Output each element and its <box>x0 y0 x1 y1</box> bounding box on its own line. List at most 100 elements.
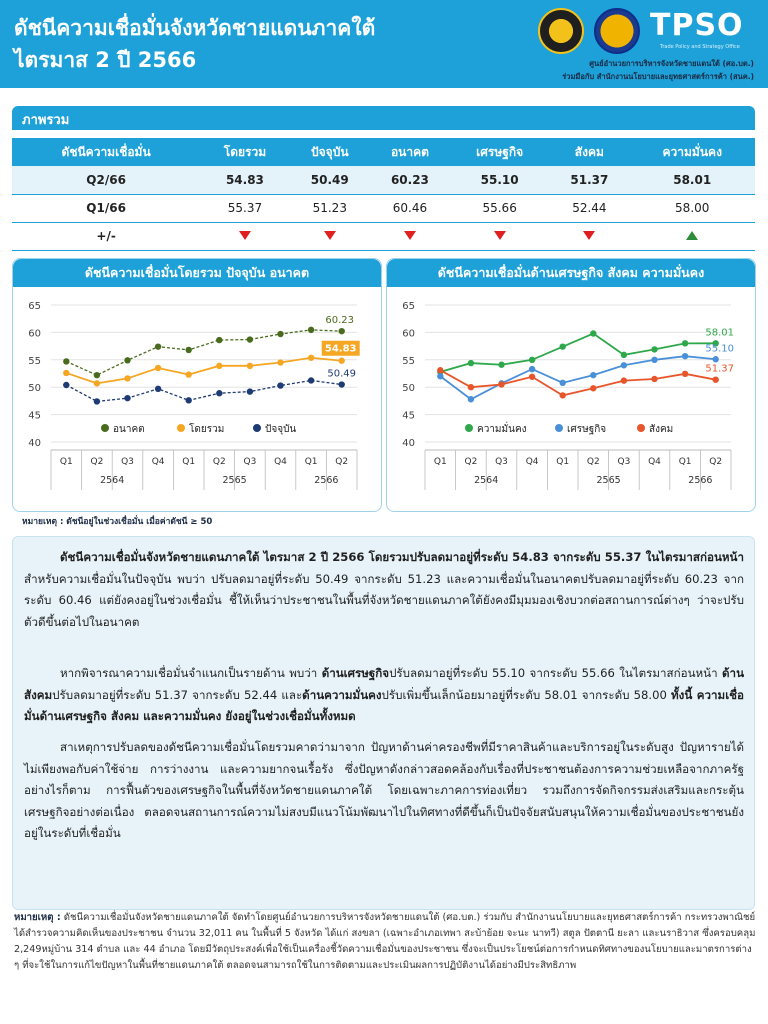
col-header: เศรษฐกิจ <box>450 138 550 166</box>
y-tick-label: 45 <box>402 411 415 422</box>
paragraph-text: ปรับลดมาอยู่ที่ระดับ 51.37 จากระดับ 52.4… <box>52 687 303 702</box>
table-cell: 60.46 <box>369 194 451 223</box>
end-data-label: 60.23 <box>325 315 354 326</box>
y-tick-label: 40 <box>402 438 415 449</box>
triangle-up-icon <box>686 231 699 240</box>
data-point <box>338 381 345 388</box>
paragraph-text: ปรับลดมาอยู่ที่ระดับ 55.10 จากระดับ 55.6… <box>389 666 723 680</box>
data-point <box>467 396 475 403</box>
data-point <box>124 357 131 364</box>
data-point <box>93 398 101 405</box>
data-point <box>154 343 162 350</box>
x-tick-label: Q1 <box>434 457 447 467</box>
col-header: ดัชนีความเชื่อมั่น <box>12 138 201 166</box>
table-cell: 50.49 <box>289 166 370 195</box>
change-cell <box>200 222 290 251</box>
x-tick-label: Q1 <box>679 457 692 467</box>
y-tick-label: 65 <box>28 301 41 312</box>
data-point <box>93 371 101 379</box>
x-tick-label: Q3 <box>617 457 630 467</box>
ministry-seal-logo <box>594 8 640 54</box>
data-point <box>63 381 70 389</box>
data-point <box>246 336 254 343</box>
triangle-down-icon <box>583 231 596 240</box>
x-tick-label: Q1 <box>305 457 318 467</box>
credit-line-2: ร่วมมือกับ สำนักงานนโยบายและยุทธศาสตร์กา… <box>562 72 754 81</box>
paragraph-emphasis: ด้านความมั่นคง <box>302 687 382 702</box>
chart-note: หมายเหตุ : ดัชนีอยู่ในช่วงเชื่อมั่น เมื่… <box>22 517 213 527</box>
change-cell <box>289 222 370 251</box>
x-tick-label: Q1 <box>182 457 195 467</box>
data-point <box>498 381 505 388</box>
overview-table: ดัชนีความเชื่อมั่น โดยรวม ปัจจุบัน อนาคต… <box>12 138 755 251</box>
paragraph-text: ปรับเพิ่มขึ้นเล็กน้อยมาอยู่ที่ระดับ 58.0… <box>381 687 672 702</box>
paragraph-emphasis: ด้านสังคม <box>24 666 744 702</box>
legend-label: สังคม <box>649 424 673 435</box>
data-point <box>124 375 131 382</box>
series-line <box>440 332 716 373</box>
page-subtitle: ไตรมาส 2 ปี 2566 <box>14 48 197 72</box>
row-label: +/- <box>12 222 201 251</box>
data-point <box>712 376 719 383</box>
data-point <box>498 361 505 368</box>
series-line <box>439 355 716 401</box>
data-point <box>338 327 345 335</box>
data-point <box>437 367 444 374</box>
end-label-box <box>321 340 360 356</box>
end-data-label: 51.37 <box>705 364 734 375</box>
data-point <box>620 362 628 369</box>
x-tick-label: Q2 <box>587 457 600 467</box>
summary-paragraph-3: สาเหตุการปรับลดของดัชนีความเชื่อมั่นโดยร… <box>24 737 744 845</box>
data-point <box>277 382 284 389</box>
data-point <box>63 369 70 377</box>
change-cell <box>549 222 630 251</box>
x-tick-label: Q2 <box>464 457 477 467</box>
legend-marker <box>465 424 473 432</box>
chart-dimensions: 40 45 50 55 60 65 Q1 Q2 Q3 Q4 Q1 Q2 Q3 Q4 Q1 Q2 2564 2565… <box>402 301 734 490</box>
x-tick-label: Q3 <box>495 457 508 467</box>
chart-overall: 40 45 50 55 60 65 Q1 Q2 Q3 Q4 Q1 Q2 Q3 Q4 Q1 Q2 2564 2565… <box>28 301 360 490</box>
data-point <box>437 373 444 380</box>
col-header: ปัจจุบัน <box>289 138 370 166</box>
end-data-label: 50.49 <box>327 369 356 380</box>
end-data-label: 54.83 <box>325 344 357 355</box>
data-point <box>712 356 719 363</box>
paragraph-text: สำหรับความเชื่อมั่นในปัจจุบัน พบว่า ปรับ… <box>24 571 744 629</box>
y-tick-label: 55 <box>402 356 415 367</box>
data-point <box>712 340 719 347</box>
legend-label: โดยรวม <box>189 422 224 435</box>
table-cell: 51.23 <box>289 194 370 223</box>
footnote-text: ดัชนีความเชื่อมั่นจังหวัดชายแดนภาคใต้ จั… <box>14 912 756 971</box>
sbpac-logo <box>538 8 584 54</box>
paragraph-text: หากพิจารณาความเชื่อมั่นจำแนกเป็นรายด้าน … <box>60 666 322 680</box>
data-point <box>246 388 254 395</box>
data-point <box>154 385 162 393</box>
data-point <box>651 346 658 353</box>
summary-paragraph-2: หากพิจารณาความเชื่อมั่นจำแนกเป็นรายด้าน … <box>24 663 744 728</box>
col-header: สังคม <box>549 138 630 166</box>
legend-marker <box>177 424 185 432</box>
y-tick-label: 50 <box>28 383 41 394</box>
year-group-label: 2565 <box>223 475 247 486</box>
data-point <box>528 373 536 380</box>
legend-label: ความมั่นคง <box>477 421 527 435</box>
footnote: หมายเหตุ : ดัชนีความเชื่อมั่นจังหวัดชายแ… <box>14 910 758 974</box>
data-point <box>528 365 536 373</box>
data-point <box>185 346 192 354</box>
overview-section-title: ภาพรวม <box>22 113 70 128</box>
data-point <box>307 326 315 334</box>
data-point <box>185 397 192 404</box>
row-label: Q2/66 <box>12 166 201 195</box>
tpso-logo: TPSO <box>650 8 744 43</box>
y-tick-label: 45 <box>28 411 41 422</box>
data-point <box>651 375 658 383</box>
end-data-label: 55.10 <box>705 343 734 354</box>
x-tick-label: Q1 <box>556 457 569 467</box>
y-tick-label: 60 <box>28 328 41 339</box>
legend-label: เศรษฐกิจ <box>567 424 606 435</box>
col-header: ความมั่นคง <box>629 138 755 166</box>
paragraph-lead: ดัชนีความเชื่อมั่นจังหวัดชายแดนภาคใต้ ไต… <box>60 550 744 564</box>
paragraph-text: สาเหตุการปรับลดของดัชนีความเชื่อมั่นโดยร… <box>24 740 744 840</box>
table-cell: 51.37 <box>549 166 630 195</box>
table-cell: 55.37 <box>200 194 290 223</box>
